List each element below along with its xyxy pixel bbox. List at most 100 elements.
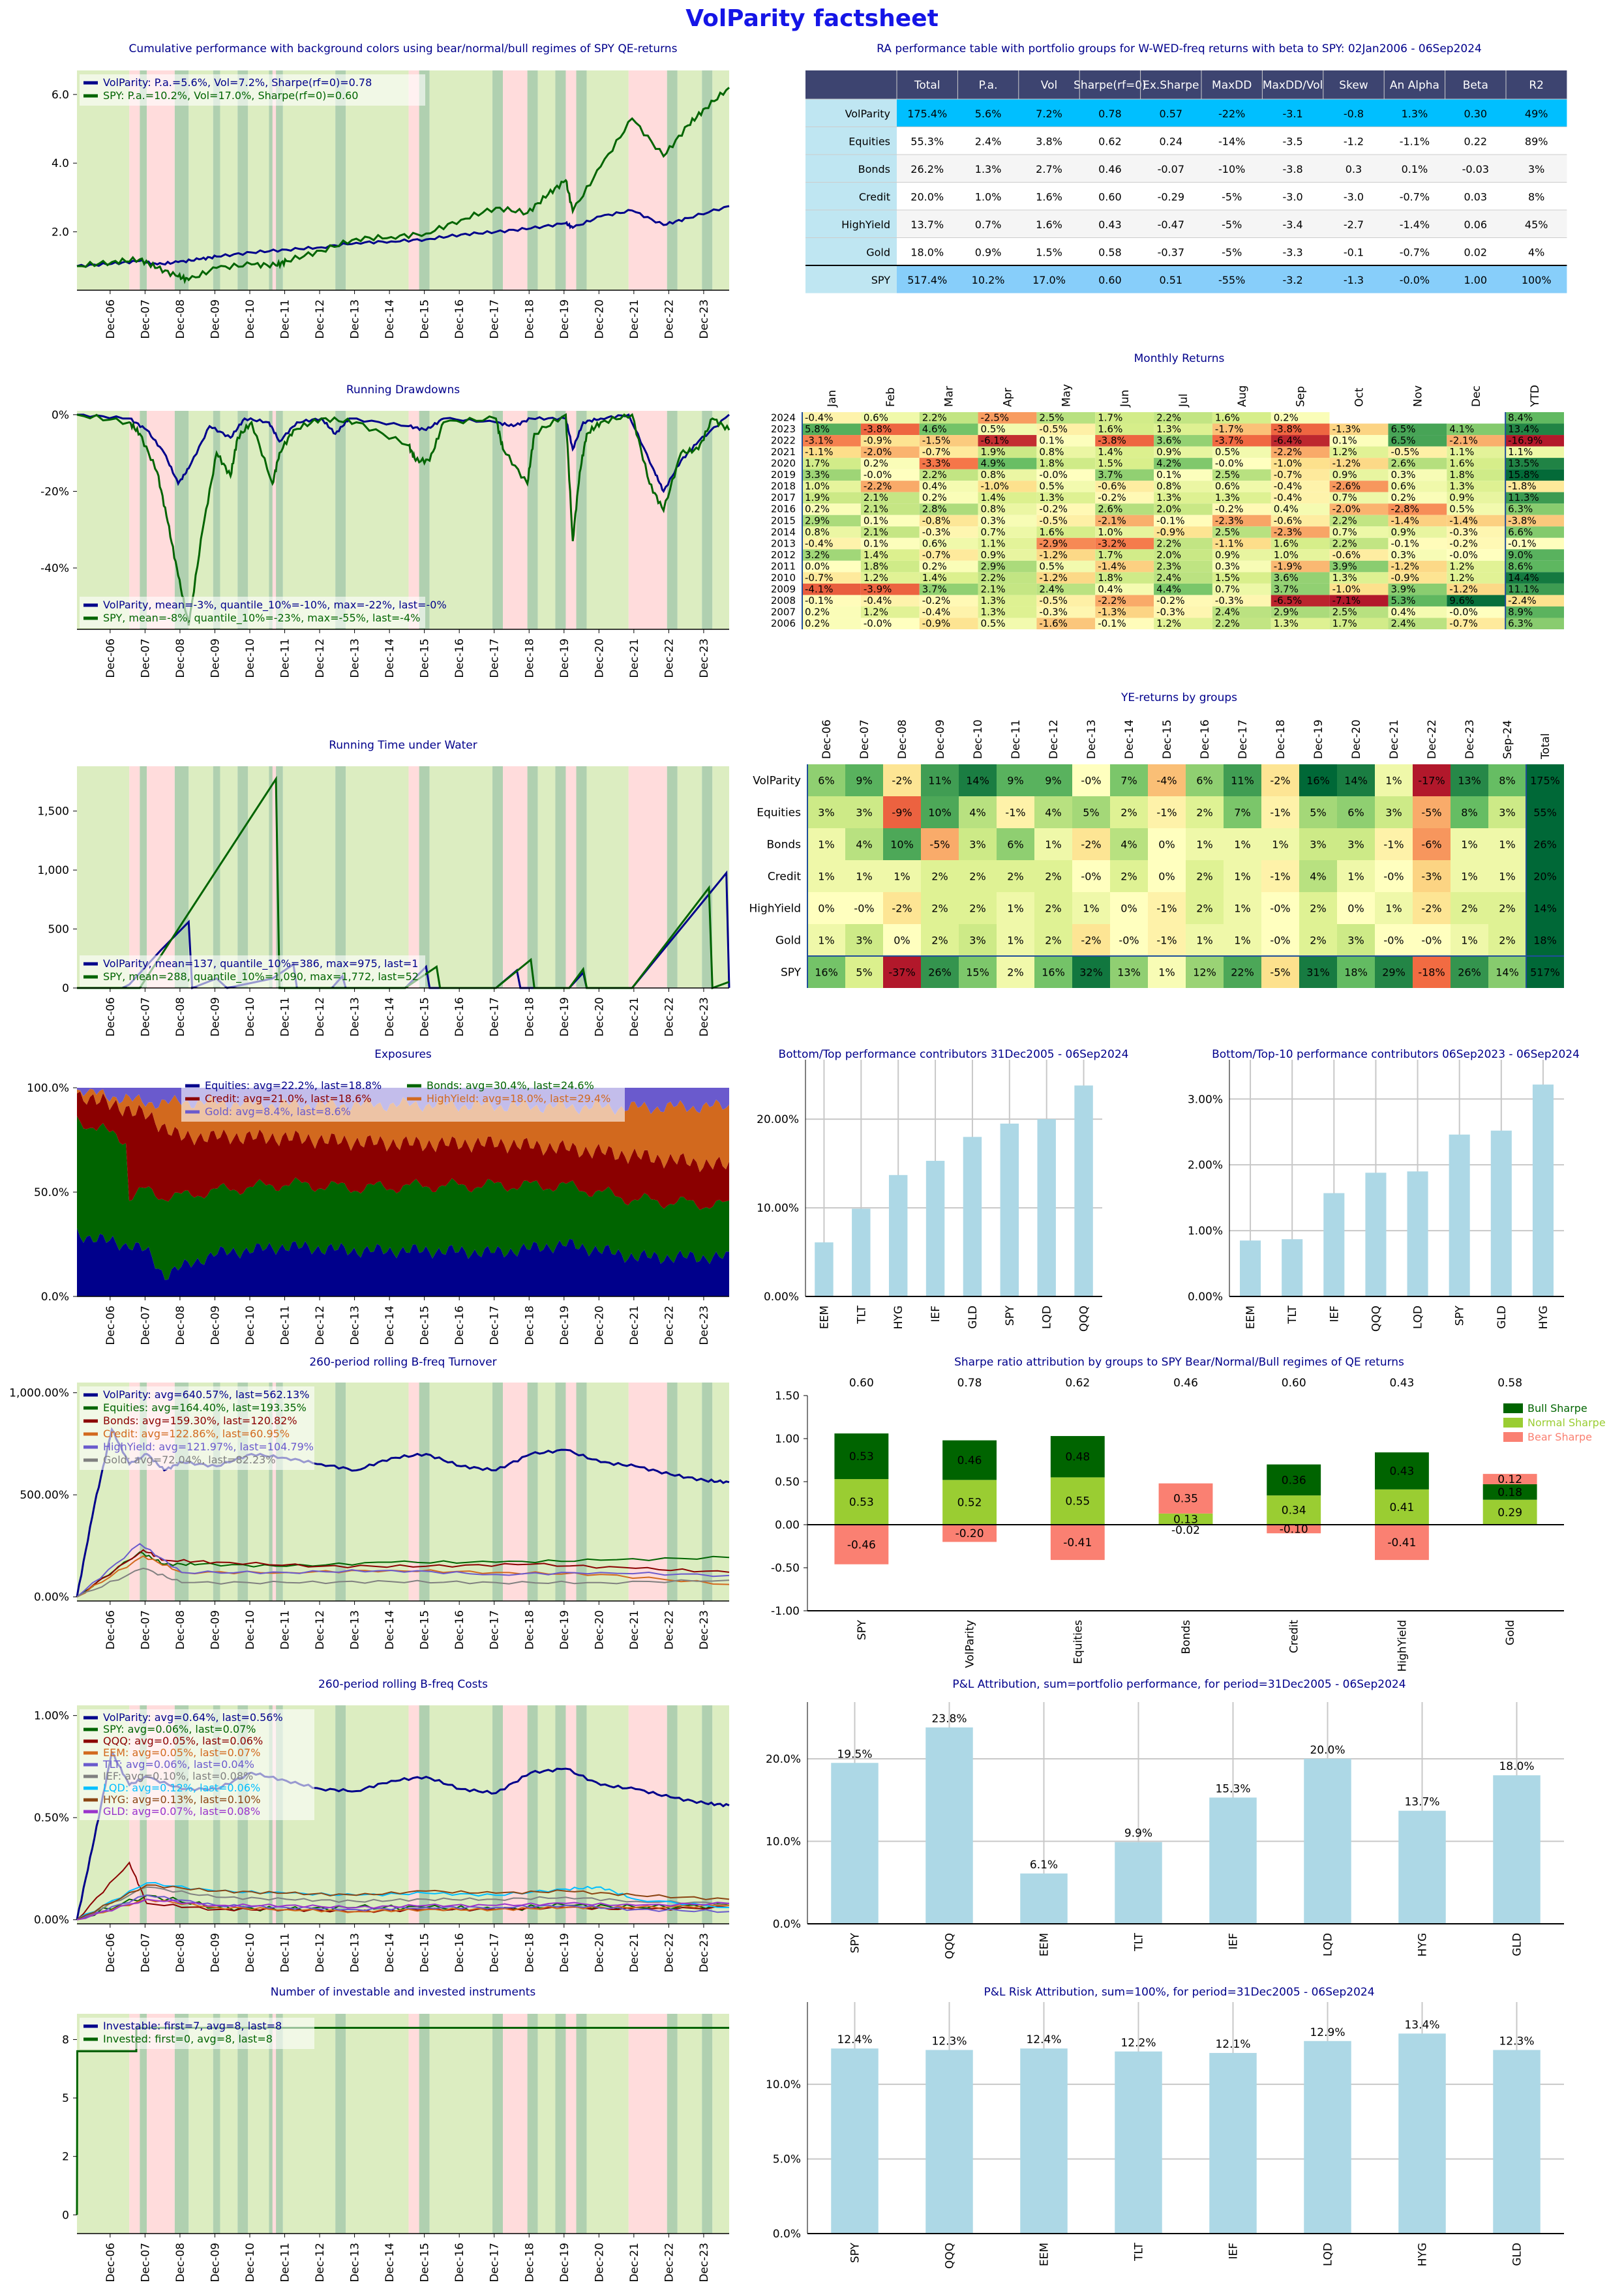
x-tick-label: Dec-09: [209, 2243, 222, 2282]
heatmap-cell-value: 2.9%: [1274, 606, 1299, 618]
heatmap-cell: [1095, 549, 1154, 561]
table-row-label: Credit: [859, 191, 890, 203]
heatmap-cell: [807, 860, 845, 892]
heatmap-cell: [1095, 537, 1154, 550]
heatmap-cell: [997, 924, 1034, 956]
heatmap-cell-value: -0.3%: [1449, 526, 1478, 538]
x-tick-label: GLD: [1496, 1306, 1509, 1329]
heatmap-cell-value: 1.2%: [1332, 446, 1357, 458]
heatmap-cell-value: 3%: [856, 935, 872, 947]
heatmap-cell: [1036, 526, 1096, 538]
heatmap-cell: [1526, 924, 1564, 956]
legend-entry: Credit: avg=122.86%, last=60.95%: [103, 1428, 290, 1440]
bar-eem: [1020, 2048, 1068, 2234]
legend: VolParity: avg=0.64%, last=0.56%SPY: avg…: [80, 1709, 314, 1820]
heatmap-cell-value: 1%: [1385, 775, 1402, 787]
table-column-header: An Alpha: [1390, 79, 1439, 92]
regime-band: [702, 70, 713, 290]
bar-segment-normal: [1375, 1489, 1429, 1525]
regime-band: [667, 1705, 678, 1924]
heatmap-cell: [1212, 537, 1271, 550]
regime-band: [628, 2014, 667, 2234]
x-tick-label: Dec-16: [453, 299, 466, 339]
heatmap-cell: [1488, 860, 1526, 892]
heatmap-cell-value: -6.1%: [981, 435, 1010, 447]
heatmap-cell-value: 1.7%: [1332, 618, 1357, 629]
heatmap-cell: [1271, 606, 1330, 618]
heatmap-cell-value: 3%: [1347, 935, 1364, 947]
bar-segment-label: 0.46: [957, 1454, 982, 1467]
heatmap-cell: [807, 764, 845, 796]
heatmap-cell-value: -0.3%: [1215, 595, 1244, 606]
x-tick-label: SPY: [1454, 1305, 1467, 1326]
heatmap-cell: [802, 435, 861, 447]
heatmap-cell-value: 5%: [856, 966, 872, 979]
heatmap-cell: [1212, 503, 1271, 515]
heatmap-cell-value: 2.1%: [981, 583, 1006, 595]
heatmap-cell: [919, 537, 978, 550]
x-tick-label: Dec-23: [698, 299, 711, 339]
heatmap-cell: [959, 828, 997, 860]
heatmap-cell-value: 1.6%: [1274, 537, 1299, 549]
regime-band: [346, 411, 409, 629]
heatmap-cell-value: 1.1%: [1508, 446, 1533, 458]
heatmap-column-label: Total: [1539, 733, 1552, 760]
heatmap-cell: [1413, 892, 1451, 924]
heatmap-cell-value: -0.1%: [805, 595, 834, 606]
heatmap-cell-value: -1%: [1270, 871, 1290, 883]
x-tick-label: Dec-12: [314, 1306, 327, 1345]
heatmap-cell: [883, 860, 921, 892]
heatmap-cell: [1036, 492, 1096, 504]
heatmap-cell-value: 14%: [966, 775, 989, 787]
x-tick-label: Dec-23: [698, 1933, 711, 1973]
table-row-highlight: [897, 99, 1567, 127]
y-tick-label: 0.50: [775, 1476, 800, 1489]
heatmap-cell: [845, 956, 883, 988]
regime-band: [492, 411, 504, 629]
heatmap-cell-value: -0.5%: [1039, 515, 1068, 526]
x-tick-label: HYG: [1417, 2243, 1430, 2266]
heatmap-cell: [802, 446, 861, 458]
heatmap-column-label: Dec-13: [1085, 719, 1098, 759]
x-tick-label: Dec-23: [698, 2243, 711, 2282]
heatmap-cell-value: 11.3%: [1508, 492, 1539, 503]
chart-exp: Exposures 0.0% 50.0% 100.0% Dec-06 Dec-07 Dec-…: [27, 1048, 729, 1345]
heatmap-cell-value: -1.7%: [1215, 423, 1244, 435]
heatmap-cell: [978, 549, 1037, 561]
heatmap-cell: [1072, 924, 1110, 956]
x-tick-label: Dec-16: [453, 997, 466, 1037]
y-tick-label: 500.00%: [20, 1489, 69, 1502]
heatmap-cell-value: 1.6%: [1039, 526, 1064, 538]
regime-band: [712, 1705, 729, 1924]
heatmap-cell: [1337, 892, 1375, 924]
heatmap-cell-value: 3.9%: [1391, 583, 1415, 595]
heatmap-column-label: Dec-16: [1199, 719, 1212, 759]
table-cell: 0.58: [1098, 247, 1122, 259]
heatmap-cell-value: -0.6%: [1098, 481, 1126, 492]
heatmap-cell: [860, 423, 920, 436]
heatmap-column-label: Dec-08: [896, 719, 909, 759]
heatmap-cell-value: -2.2%: [1098, 595, 1126, 606]
x-tick-label: Dec-09: [209, 997, 222, 1037]
x-tick-label: Dec-21: [628, 1933, 641, 1973]
table-row-bg: [897, 237, 1567, 265]
heatmap-cell: [919, 618, 978, 629]
heatmap-cell-value: 1%: [1461, 839, 1477, 851]
factsheet-body: Cumulative performance with background c…: [9, 42, 1606, 2282]
heatmap-cell-value: 1.8%: [864, 560, 888, 572]
heatmap-cell: [802, 537, 861, 550]
heatmap-cell-value: 2%: [931, 903, 948, 915]
regime-band: [419, 411, 430, 629]
heatmap-cell: [1095, 526, 1154, 538]
x-tick-label: Dec-22: [663, 2243, 676, 2282]
x-tick-label: Dec-08: [174, 2243, 187, 2282]
heatmap-cell: [1388, 537, 1447, 550]
heatmap-cell-value: -0.4%: [922, 606, 951, 618]
regime-band: [492, 70, 504, 290]
heatmap-cell: [1337, 828, 1375, 860]
heatmap-cell-value: 9.6%: [1449, 595, 1474, 606]
x-tick-label: Dec-17: [489, 997, 502, 1037]
regime-band: [503, 766, 528, 988]
regime-band: [346, 1383, 409, 1601]
heatmap-cell-value: -2%: [1421, 903, 1441, 915]
